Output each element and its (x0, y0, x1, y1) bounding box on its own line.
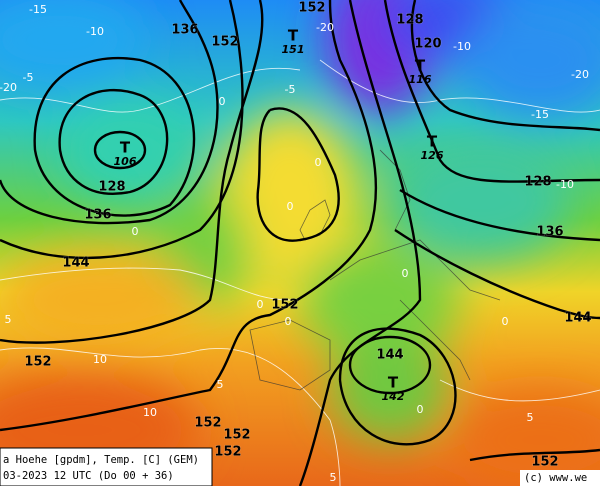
temperature-label: 0 (315, 156, 322, 169)
contour-label: 152 (24, 355, 51, 370)
temperature-label: 0 (402, 267, 409, 280)
temperature-label: -10 (556, 178, 574, 191)
low-value: 116 (409, 73, 432, 86)
temperature-label: -10 (86, 25, 104, 38)
contour-label: 144 (564, 311, 591, 326)
contour-label: 128 (524, 175, 551, 190)
temperature-label: 0 (132, 225, 139, 238)
temperature-label: -10 (453, 40, 471, 53)
temperature-label: 0 (219, 95, 226, 108)
temperature-label: -20 (0, 81, 17, 94)
temperature-label: 5 (330, 471, 337, 484)
contour-label: 128 (98, 180, 125, 195)
temperature-label: -15 (29, 3, 47, 16)
temperature-label: 0 (257, 298, 264, 311)
contour-label: 152 (271, 298, 298, 313)
temperature-label: 5 (527, 411, 534, 424)
temperature-label: 10 (93, 353, 107, 366)
credit: (c) www.we (524, 472, 587, 484)
temperature-label: 0 (285, 315, 292, 328)
low-symbol: T (120, 139, 131, 157)
contour-label: 144 (62, 256, 89, 271)
temperature-label: 10 (143, 406, 157, 419)
temperature-label: -20 (316, 21, 334, 34)
temperature-label: 5 (5, 313, 12, 326)
contour-label: 120 (414, 37, 441, 52)
contour-label: 152 (214, 445, 241, 460)
contour-label: 152 (298, 1, 325, 16)
temperature-label: 0 (417, 403, 424, 416)
contour-label: 136 (84, 208, 111, 223)
contour-label: 128 (396, 13, 423, 28)
temperature-label: -20 (571, 68, 589, 81)
legend-title: a Hoehe [gpdm], Temp. [C] (GEM) (3, 454, 199, 466)
low-value: 126 (421, 149, 444, 162)
temperature-label: -5 (285, 83, 296, 96)
low-value: 106 (114, 155, 137, 168)
isotherms (0, 59, 600, 486)
contour-label: 136 (171, 23, 198, 38)
contour-label: 152 (223, 428, 250, 443)
legend-box (0, 447, 213, 486)
temperature-label: 0 (287, 200, 294, 213)
temperature-label: -5 (23, 71, 34, 84)
credit-box (520, 470, 600, 486)
low-symbol: T (427, 133, 438, 151)
contour-label: 152 (211, 35, 238, 50)
low-value: 142 (382, 390, 405, 403)
temperature-label: 5 (217, 378, 224, 391)
legend-time: 03-2023 12 UTC (Do 00 + 36) (3, 470, 174, 482)
contour-label: 152 (531, 455, 558, 470)
low-value: 151 (282, 43, 305, 56)
contour-label: 144 (376, 348, 403, 363)
low-symbol: T (388, 374, 399, 392)
temperature-label: -15 (531, 108, 549, 121)
contour-label: 152 (194, 416, 221, 431)
low-symbol: T (288, 27, 299, 45)
temperature-label: 0 (502, 315, 509, 328)
contour-label: 136 (536, 225, 563, 240)
low-symbol: T (415, 57, 426, 75)
